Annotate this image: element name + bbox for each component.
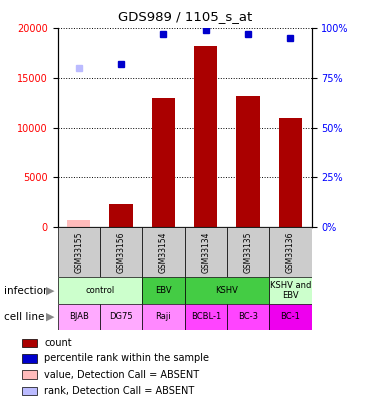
FancyBboxPatch shape <box>58 227 100 277</box>
Bar <box>236 96 260 227</box>
Text: Raji: Raji <box>155 312 171 322</box>
Bar <box>67 220 90 227</box>
Bar <box>22 387 37 395</box>
Bar <box>152 98 175 227</box>
FancyBboxPatch shape <box>185 304 227 330</box>
Text: control: control <box>85 286 115 295</box>
Text: percentile rank within the sample: percentile rank within the sample <box>44 354 209 363</box>
Text: GSM33135: GSM33135 <box>244 231 253 273</box>
Text: DG75: DG75 <box>109 312 133 322</box>
FancyBboxPatch shape <box>58 277 142 304</box>
FancyBboxPatch shape <box>227 227 269 277</box>
Text: cell line: cell line <box>4 312 44 322</box>
FancyBboxPatch shape <box>269 277 312 304</box>
Bar <box>279 117 302 227</box>
Text: GDS989 / 1105_s_at: GDS989 / 1105_s_at <box>118 10 253 23</box>
Text: GSM33134: GSM33134 <box>201 231 210 273</box>
Text: GSM33156: GSM33156 <box>116 231 125 273</box>
Text: infection: infection <box>4 286 49 296</box>
Text: BC-3: BC-3 <box>238 312 258 322</box>
Text: ▶: ▶ <box>46 286 54 296</box>
Text: EBV: EBV <box>155 286 172 295</box>
Text: BCBL-1: BCBL-1 <box>191 312 221 322</box>
FancyBboxPatch shape <box>185 227 227 277</box>
Text: value, Detection Call = ABSENT: value, Detection Call = ABSENT <box>44 370 199 380</box>
Bar <box>109 204 133 227</box>
FancyBboxPatch shape <box>269 227 312 277</box>
Text: GSM33155: GSM33155 <box>74 231 83 273</box>
Bar <box>194 46 217 227</box>
FancyBboxPatch shape <box>227 304 269 330</box>
Text: KSHV: KSHV <box>216 286 238 295</box>
FancyBboxPatch shape <box>269 304 312 330</box>
FancyBboxPatch shape <box>142 277 185 304</box>
FancyBboxPatch shape <box>58 304 100 330</box>
FancyBboxPatch shape <box>100 304 142 330</box>
FancyBboxPatch shape <box>142 304 185 330</box>
Text: count: count <box>44 338 72 348</box>
Text: KSHV and
EBV: KSHV and EBV <box>270 281 311 300</box>
Bar <box>22 339 37 347</box>
FancyBboxPatch shape <box>142 227 185 277</box>
Text: GSM33136: GSM33136 <box>286 231 295 273</box>
Text: GSM33154: GSM33154 <box>159 231 168 273</box>
Text: ▶: ▶ <box>46 312 54 322</box>
Bar <box>22 371 37 379</box>
Bar <box>22 354 37 363</box>
Text: rank, Detection Call = ABSENT: rank, Detection Call = ABSENT <box>44 386 194 396</box>
FancyBboxPatch shape <box>100 227 142 277</box>
Text: BC-1: BC-1 <box>280 312 301 322</box>
Text: BJAB: BJAB <box>69 312 89 322</box>
FancyBboxPatch shape <box>185 277 269 304</box>
